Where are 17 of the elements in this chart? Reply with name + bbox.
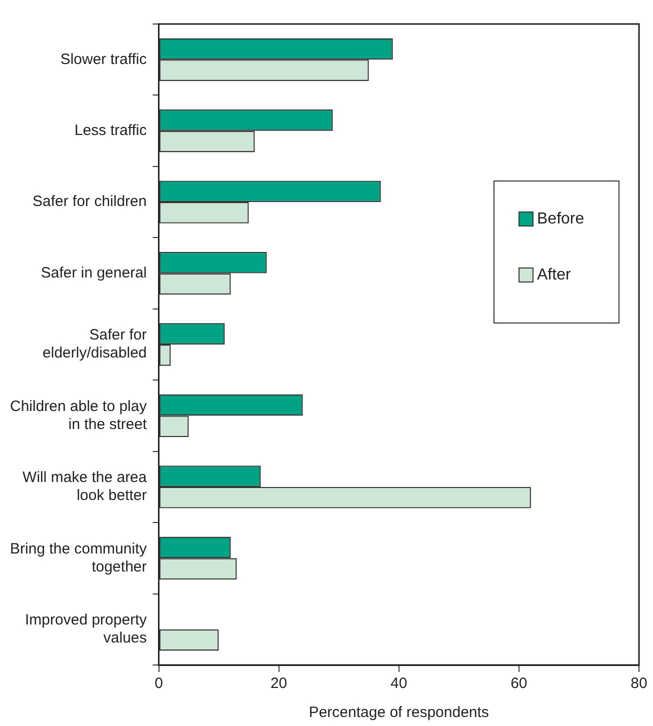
legend-label: Before [537, 210, 584, 228]
y-tick-label: Slower traffic [60, 50, 148, 68]
y-tick-label: Safer for children [32, 193, 147, 210]
x-tick-label: 80 [630, 675, 648, 692]
x-tick-label: 40 [390, 675, 408, 692]
y-tick-label: Improved property values [25, 612, 148, 647]
y-tick-label: Children able to play in the street [10, 398, 148, 433]
y-tick-label: Will make the area look better [22, 469, 148, 504]
x-tick-label: 0 [154, 675, 163, 692]
y-tick-label: Bring the community together [10, 540, 148, 576]
x-tick-label: 60 [510, 675, 528, 692]
y-tick-label: Safer for elderly/disabled [42, 326, 147, 362]
x-axis-title: Percentage of respondents [308, 704, 489, 722]
y-tick-label: Less traffic [74, 122, 148, 139]
y-tick-label: Safer in general [40, 264, 147, 282]
x-tick-label: 20 [270, 675, 288, 692]
legend-label: After [537, 266, 572, 284]
